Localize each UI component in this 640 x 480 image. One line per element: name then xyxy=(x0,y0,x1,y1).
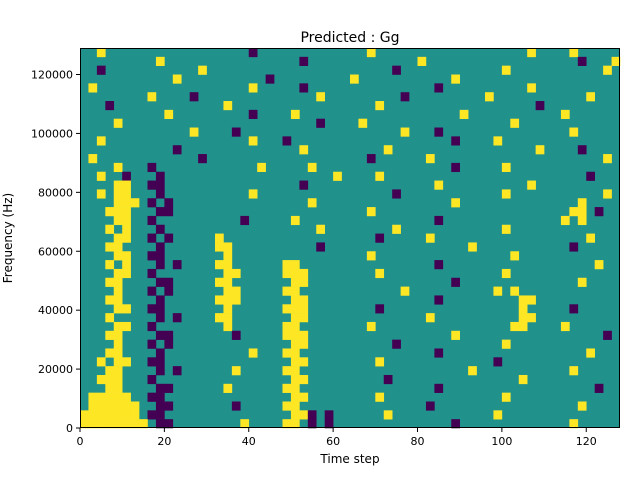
svg-text:0: 0 xyxy=(66,422,73,435)
svg-text:40: 40 xyxy=(242,435,256,448)
svg-text:100: 100 xyxy=(491,435,512,448)
x-axis-label: Time step xyxy=(320,452,380,466)
svg-text:40000: 40000 xyxy=(38,304,73,317)
svg-text:20000: 20000 xyxy=(38,363,73,376)
svg-text:120: 120 xyxy=(576,435,597,448)
svg-text:100000: 100000 xyxy=(31,127,73,140)
svg-text:60: 60 xyxy=(326,435,340,448)
chart-title: Predicted : Gg xyxy=(300,30,400,46)
svg-text:60000: 60000 xyxy=(38,245,73,258)
svg-text:80000: 80000 xyxy=(38,186,73,199)
svg-text:80: 80 xyxy=(411,435,425,448)
svg-text:120000: 120000 xyxy=(31,69,73,82)
svg-text:0: 0 xyxy=(77,435,84,448)
svg-text:20: 20 xyxy=(157,435,171,448)
